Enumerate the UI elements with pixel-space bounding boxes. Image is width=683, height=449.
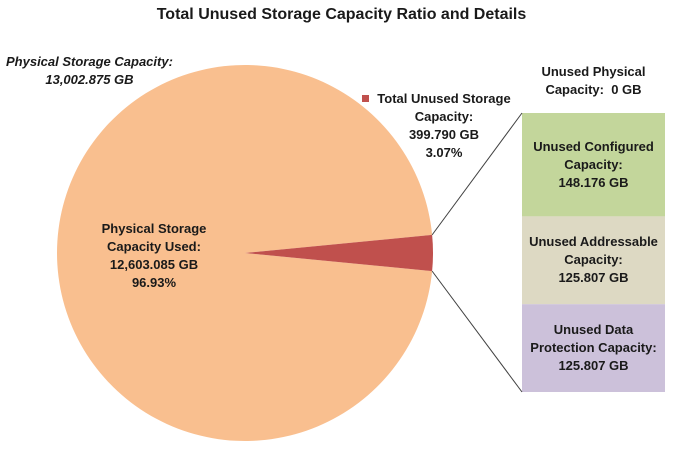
chart-title: Total Unused Storage Capacity Ratio and …	[156, 6, 527, 23]
total-value: 13,002.875 GB	[45, 72, 134, 87]
slice-percent: 3.07%	[425, 145, 463, 160]
bar-category: Unused Physical Capacity:	[541, 64, 646, 97]
bar-value: 0 GB	[611, 82, 642, 97]
slice-value: 399.790 GB	[408, 127, 480, 142]
bar-category: Unused Data Protection Capacity:	[530, 322, 657, 356]
bar-segment	[522, 113, 665, 217]
bar-label: Unused Physical Capacity: 0 GB	[524, 63, 664, 99]
slice-percent: 96.93%	[131, 275, 177, 290]
bar-category: Unused Configured Capacity:	[533, 138, 654, 172]
bar-label: Unused Data Protection Capacity: 125.807 …	[526, 321, 661, 375]
bar-value: 125.807 GB	[558, 358, 629, 374]
pie-slice	[56, 64, 433, 441]
bar-category: Unused Addressable Capacity:	[529, 234, 658, 268]
bar-value: 125.807 GB	[558, 270, 629, 286]
total-title: Physical Storage Capacity:	[6, 54, 173, 69]
bar-value: 148.176 GB	[558, 174, 629, 190]
slice-label: Total Unused Storage Capacity: 399.790 GB…	[372, 90, 516, 162]
bar-segment	[522, 304, 665, 392]
bar-label: Unused Configured Capacity: 148.176 GB	[526, 138, 661, 192]
slice-label: Physical Storage Capacity Used: 12,603.08…	[92, 220, 216, 292]
slice-category: Total Unused Storage Capacity:	[377, 91, 511, 124]
connector-line	[431, 270, 523, 393]
slice-category: Physical Storage Capacity Used:	[101, 221, 207, 254]
total-label: Physical Storage Capacity: 13,002.875 GB	[6, 53, 173, 89]
pie-slice	[245, 234, 433, 272]
slice-value: 12,603.085 GB	[109, 257, 199, 272]
bar-label: Unused Addressable Capacity: 125.807 GB	[526, 233, 661, 287]
bar-segment	[522, 216, 665, 305]
connector-line	[431, 112, 523, 236]
legend-marker	[362, 95, 369, 102]
